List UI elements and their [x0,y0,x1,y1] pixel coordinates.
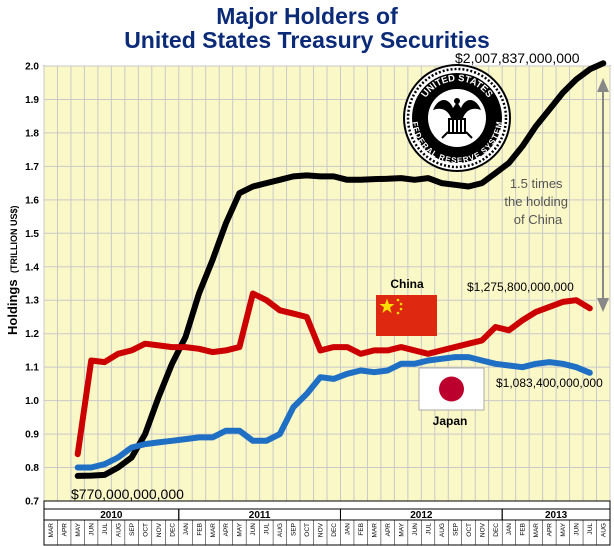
y-tick-label: 1.0 [25,396,39,407]
month-tick-label: JUN [574,523,581,536]
month-tick-label: NOV [479,522,486,537]
year-label: 2012 [410,510,433,521]
month-tick-label: JUL [587,523,594,535]
month-tick-label: AUG [439,523,446,537]
month-tick-label: FEB [196,523,203,536]
japan-label: Japan [433,414,468,428]
month-tick-label: JUN [88,523,95,536]
comparison-line-3: of China [514,212,563,227]
y-tick-label: 1.4 [25,262,39,273]
month-tick-label: JUL [102,523,109,535]
month-tick-label: MAR [371,523,378,538]
y-tick-label: 2.0 [25,62,39,73]
month-tick-label: DEC [331,523,338,537]
month-tick-label: APR [223,523,230,537]
month-tick-label: JAN [345,523,352,536]
japan-value-label: $1,083,400,000,000 [496,376,603,390]
y-tick-label: 1.2 [25,329,39,340]
month-tick-label: NOV [318,522,325,537]
month-tick-label: MAR [533,523,540,538]
y-axis-label: Holdings (TRILLION US$) [5,206,20,335]
y-tick-label: 0.9 [25,430,39,441]
month-tick-label: MAY [75,522,82,536]
china-label: China [390,277,424,291]
month-tick-label: APR [385,523,392,537]
comparison-line-1: 1.5 times [510,176,563,191]
month-tick-label: MAY [560,522,567,536]
month-tick-label: DEC [169,523,176,537]
y-tick-label: 0.8 [25,463,39,474]
chart-title-block: Major Holders of United States Treasury … [0,4,614,52]
total-series-line [74,60,607,479]
month-tick-label: AUG [277,523,284,537]
chart-title: Major Holders of [216,3,398,29]
china-flag-star [379,298,395,313]
year-label: 2013 [545,510,568,521]
comparison-arrow [597,78,609,312]
month-tick-label: JUL [264,523,271,535]
year-label: 2010 [100,510,123,521]
y-tick-label: 0.7 [25,497,39,508]
month-tick-label: SEP [129,523,136,536]
x-axis: MAR APR MAY JUN JUL AUG SEP OCT NOV DEC JAN FEB MAR A… [43,500,611,546]
start-value-label: $770,000,000,000 [71,486,184,502]
month-tick-label: AUG [115,523,122,537]
y-tick-label: 1.7 [25,162,39,173]
china-flag-icon [376,295,437,336]
month-tick-label: DEC [493,523,500,537]
y-tick-label: 1.1 [25,363,39,374]
china-value-label: $1,275,800,000,000 [467,280,574,294]
month-tick-label: OCT [304,523,311,537]
month-tick-label: NOV [156,522,163,537]
y-tick-label: 1.9 [25,95,39,106]
month-tick-label: JAN [506,523,513,536]
year-label: 2011 [249,510,271,521]
month-tick-label: FEB [358,523,365,536]
y-tick-label: 1.3 [25,296,39,307]
federal-reserve-seal: UNITED STATES FEDERAL RESERVE SYSTEM [403,64,511,172]
comparison-note: 1.5 times the holding of China [504,176,571,227]
month-tick-label: FEB [520,523,527,536]
y-axis-label-unit: (TRILLION US$) [9,206,19,274]
y-tick-label: 1.5 [25,229,39,240]
y-tick-label: 1.8 [25,128,39,139]
month-tick-label: OCT [142,523,149,537]
china-series-line [74,290,593,458]
japan-series-line [74,354,593,471]
month-tick-label: SEP [291,523,298,536]
month-tick-label: APR [547,523,554,537]
eagle-icon [433,98,481,139]
top-value-label: $2,007,837,000,000 [455,50,580,66]
y-axis-ticks: 0.7 0.8 0.9 1.0 1.1 1.2 1.3 1.4 1.5 1.6 1.7 1.8 1.9 2… [25,62,39,508]
month-tick-label: MAY [237,522,244,536]
month-tick-label: SEP [452,523,459,536]
series-lines [74,60,607,479]
month-tick-label: JUL [425,523,432,535]
month-tick-label: JAN [183,523,190,536]
month-tick-label: APR [62,523,69,537]
japan-flag-icon [418,367,485,411]
month-tick-label: MAR [48,523,55,538]
month-tick-label: JUN [250,523,257,536]
month-tick-label: AUG [601,523,608,537]
comparison-line-2: the holding [504,194,568,209]
month-tick-label: MAR [210,523,217,538]
month-tick-label: OCT [466,523,473,537]
month-tick-label: JUN [412,523,419,536]
y-tick-label: 1.6 [25,195,39,206]
chart-subtitle: United States Treasury Securities [124,27,490,53]
month-tick-label: MAY [398,522,405,536]
y-axis-label-main: Holdings [5,279,20,335]
